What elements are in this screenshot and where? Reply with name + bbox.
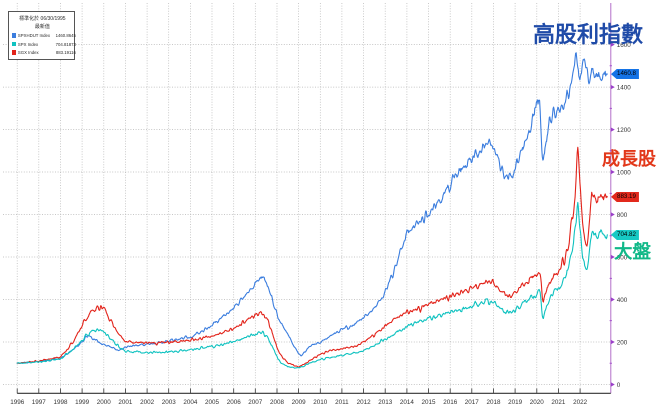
svg-text:2006: 2006: [227, 399, 242, 406]
svg-text:1996: 1996: [10, 399, 25, 406]
svg-text:2001: 2001: [118, 399, 133, 406]
svg-text:1997: 1997: [32, 399, 47, 406]
svg-text:2007: 2007: [248, 399, 263, 406]
svg-text:1999: 1999: [75, 399, 90, 406]
svg-text:2021: 2021: [551, 399, 566, 406]
svg-text:1200: 1200: [617, 127, 632, 134]
svg-text:2011: 2011: [335, 399, 349, 406]
svg-text:2013: 2013: [378, 399, 393, 406]
svg-text:2017: 2017: [465, 399, 480, 406]
svg-text:1400: 1400: [617, 84, 632, 91]
svg-text:800: 800: [617, 212, 628, 219]
svg-text:2012: 2012: [357, 399, 372, 406]
svg-text:2009: 2009: [292, 399, 307, 406]
svg-text:2015: 2015: [421, 399, 436, 406]
svg-text:2020: 2020: [530, 399, 545, 406]
svg-text:1998: 1998: [53, 399, 68, 406]
svg-text:2019: 2019: [508, 399, 523, 406]
svg-text:2022: 2022: [573, 399, 588, 406]
svg-text:2014: 2014: [400, 399, 415, 406]
svg-text:2010: 2010: [313, 399, 328, 406]
svg-text:200: 200: [617, 339, 628, 346]
svg-text:2003: 2003: [162, 399, 177, 406]
svg-text:2008: 2008: [270, 399, 285, 406]
svg-text:0: 0: [617, 382, 621, 389]
svg-text:2018: 2018: [486, 399, 501, 406]
svg-text:2002: 2002: [140, 399, 155, 406]
svg-text:2005: 2005: [205, 399, 220, 406]
svg-text:2004: 2004: [183, 399, 198, 406]
svg-text:400: 400: [617, 297, 628, 304]
svg-text:2000: 2000: [97, 399, 112, 406]
svg-text:2016: 2016: [443, 399, 458, 406]
